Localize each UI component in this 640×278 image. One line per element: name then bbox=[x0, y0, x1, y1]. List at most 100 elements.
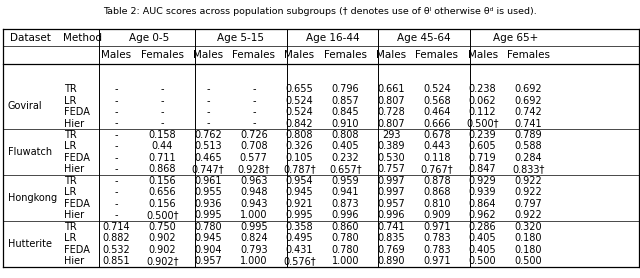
Text: 0.239: 0.239 bbox=[468, 130, 497, 140]
Text: Dataset: Dataset bbox=[10, 33, 51, 43]
Text: 0.666: 0.666 bbox=[423, 118, 451, 128]
Text: 0.500: 0.500 bbox=[515, 256, 542, 266]
Text: Males: Males bbox=[376, 50, 406, 60]
Text: Hongkong: Hongkong bbox=[8, 193, 57, 203]
Text: 0.864: 0.864 bbox=[469, 199, 497, 209]
Text: 0.405: 0.405 bbox=[468, 245, 497, 255]
Text: 0.922: 0.922 bbox=[515, 210, 542, 220]
Text: 0.936: 0.936 bbox=[195, 199, 222, 209]
Text: -: - bbox=[115, 107, 118, 117]
Text: 0.808: 0.808 bbox=[286, 130, 314, 140]
Text: Females: Females bbox=[141, 50, 184, 60]
Text: LR: LR bbox=[64, 142, 76, 152]
Text: -: - bbox=[115, 210, 118, 220]
Text: 0.661: 0.661 bbox=[378, 84, 405, 94]
Text: 0.464: 0.464 bbox=[423, 107, 451, 117]
Text: 0.945: 0.945 bbox=[285, 187, 314, 197]
Text: 0.180: 0.180 bbox=[515, 233, 542, 243]
Text: 0.835: 0.835 bbox=[377, 233, 405, 243]
Text: 0.780: 0.780 bbox=[332, 245, 359, 255]
Text: 0.568: 0.568 bbox=[423, 96, 451, 106]
Text: -: - bbox=[115, 130, 118, 140]
Text: Age 45-64: Age 45-64 bbox=[397, 33, 451, 43]
Text: 0.943: 0.943 bbox=[240, 199, 268, 209]
Text: 0.996: 0.996 bbox=[378, 210, 405, 220]
Text: 0.767†: 0.767† bbox=[420, 164, 453, 174]
Text: Fluwatch: Fluwatch bbox=[8, 147, 52, 157]
Text: 0.847: 0.847 bbox=[468, 164, 497, 174]
Text: 0.495: 0.495 bbox=[285, 233, 314, 243]
Text: -: - bbox=[161, 96, 164, 106]
Text: -: - bbox=[206, 118, 210, 128]
Text: 1.000: 1.000 bbox=[332, 256, 359, 266]
Text: 0.902: 0.902 bbox=[148, 233, 176, 243]
Text: 0.807: 0.807 bbox=[377, 96, 405, 106]
Text: 0.513: 0.513 bbox=[194, 142, 222, 152]
Text: 0.904: 0.904 bbox=[195, 245, 222, 255]
Text: 0.860: 0.860 bbox=[332, 222, 359, 232]
Text: Age 5-15: Age 5-15 bbox=[218, 33, 264, 43]
Text: 0.783: 0.783 bbox=[423, 245, 451, 255]
Text: 0.910: 0.910 bbox=[332, 118, 359, 128]
Text: -: - bbox=[252, 96, 255, 106]
Text: 0.728: 0.728 bbox=[377, 107, 405, 117]
Text: 0.405: 0.405 bbox=[468, 233, 497, 243]
Text: 0.156: 0.156 bbox=[148, 199, 176, 209]
Text: -: - bbox=[252, 118, 255, 128]
Text: 0.500: 0.500 bbox=[468, 256, 497, 266]
Text: 0.326: 0.326 bbox=[285, 142, 314, 152]
Text: -: - bbox=[161, 84, 164, 94]
Text: 0.796: 0.796 bbox=[332, 84, 359, 94]
Text: Method: Method bbox=[63, 33, 102, 43]
Text: 0.890: 0.890 bbox=[378, 256, 405, 266]
Text: 0.808: 0.808 bbox=[332, 130, 359, 140]
Text: -: - bbox=[252, 84, 255, 94]
Text: 0.955: 0.955 bbox=[194, 187, 222, 197]
Text: 0.238: 0.238 bbox=[468, 84, 497, 94]
Text: TR: TR bbox=[64, 84, 77, 94]
Text: LR: LR bbox=[64, 233, 76, 243]
Text: 0.465: 0.465 bbox=[194, 153, 222, 163]
Text: 0.783: 0.783 bbox=[423, 233, 451, 243]
Text: 0.909: 0.909 bbox=[423, 210, 451, 220]
Text: 0.719: 0.719 bbox=[468, 153, 497, 163]
Text: 0.845: 0.845 bbox=[332, 107, 359, 117]
Text: 0.576†: 0.576† bbox=[284, 256, 316, 266]
Text: 0.500†: 0.500† bbox=[146, 210, 179, 220]
Text: 0.741: 0.741 bbox=[377, 222, 405, 232]
Text: Females: Females bbox=[415, 50, 458, 60]
Text: 0.741: 0.741 bbox=[515, 118, 542, 128]
Text: 0.873: 0.873 bbox=[332, 199, 359, 209]
Text: 0.605: 0.605 bbox=[468, 142, 497, 152]
Text: Age 65+: Age 65+ bbox=[493, 33, 538, 43]
Text: 0.997: 0.997 bbox=[377, 176, 405, 186]
Text: 0.971: 0.971 bbox=[423, 222, 451, 232]
Text: 0.524: 0.524 bbox=[285, 107, 314, 117]
Text: 0.708: 0.708 bbox=[240, 142, 268, 152]
Text: 0.757: 0.757 bbox=[377, 164, 405, 174]
Text: 0.714: 0.714 bbox=[102, 222, 131, 232]
Text: 0.997: 0.997 bbox=[377, 187, 405, 197]
Text: 0.797: 0.797 bbox=[515, 199, 542, 209]
Text: LR: LR bbox=[64, 187, 76, 197]
Text: 0.793: 0.793 bbox=[240, 245, 268, 255]
Text: 0.971: 0.971 bbox=[423, 256, 451, 266]
Text: 0.922: 0.922 bbox=[515, 176, 542, 186]
Text: 0.232: 0.232 bbox=[332, 153, 359, 163]
Text: -: - bbox=[161, 118, 164, 128]
Text: LR: LR bbox=[64, 96, 76, 106]
Text: Females: Females bbox=[324, 50, 367, 60]
Text: 0.780: 0.780 bbox=[332, 233, 359, 243]
Text: 0.928†: 0.928† bbox=[237, 164, 270, 174]
Text: 0.824: 0.824 bbox=[240, 233, 268, 243]
Text: 0.284: 0.284 bbox=[515, 153, 542, 163]
Text: Hier: Hier bbox=[64, 210, 84, 220]
Text: 0.158: 0.158 bbox=[148, 130, 176, 140]
Text: Age 0-5: Age 0-5 bbox=[129, 33, 170, 43]
Text: 0.118: 0.118 bbox=[423, 153, 451, 163]
Text: 0.711: 0.711 bbox=[148, 153, 176, 163]
Text: -: - bbox=[206, 107, 210, 117]
Text: 0.431: 0.431 bbox=[286, 245, 314, 255]
Text: FEDA: FEDA bbox=[64, 153, 90, 163]
Text: 0.851: 0.851 bbox=[102, 256, 131, 266]
